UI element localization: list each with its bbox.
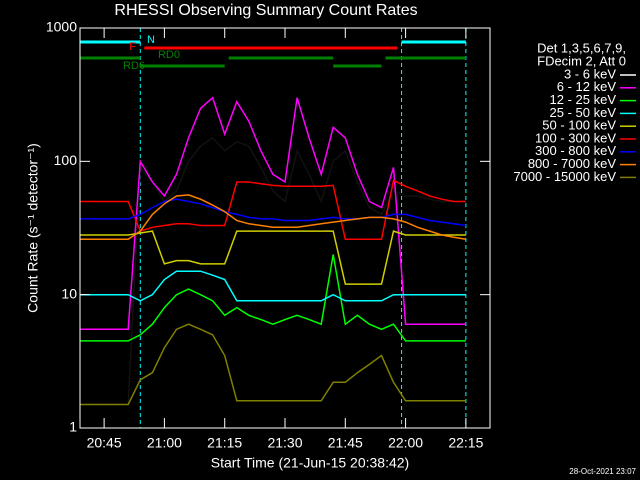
x-tick-label: 21:15 [207,435,242,451]
y-tick-label: 100 [54,152,78,168]
legend-label: 100 - 300 keV [535,130,616,145]
series-line [80,254,466,342]
legend-label: 25 - 50 keV [550,105,617,120]
series-line [80,323,466,406]
series-line [80,230,466,285]
series-line [80,96,466,331]
y-tick-label: 10 [61,285,77,301]
flag-label: RD6 [123,60,145,72]
legend-title: FDecim 2, Att 0 [537,53,626,68]
legend-label: 7000 - 15000 keV [513,169,616,184]
x-tick-label: 22:15 [448,435,483,451]
timestamp: 28-Oct-2021 23:07 [569,467,636,476]
y-tick-label: 1000 [46,19,77,35]
series-line [80,270,466,302]
flag-label: RD0 [158,49,180,61]
y-tick-label: 1 [69,419,77,435]
series-line [80,179,466,241]
legend-label: 3 - 6 keV [564,66,616,81]
x-tick-label: 21:00 [147,435,182,451]
x-tick-label: 21:45 [328,435,363,451]
flag-label: F [129,41,136,53]
x-axis-label: Start Time (21-Jun-15 20:38:42) [211,455,409,471]
chart-title: RHESSI Observing Summary Count Rates [114,2,417,19]
legend-label: 12 - 25 keV [550,92,617,107]
x-tick-label: 21:30 [267,435,302,451]
legend-label: 300 - 800 keV [535,143,616,158]
series-line [80,136,466,406]
flag-label: N [147,34,155,46]
y-axis-label: Count Rate (s⁻¹ detector⁻¹) [25,143,41,313]
legend-label: 50 - 100 keV [542,118,616,133]
legend-label: 6 - 12 keV [557,79,617,94]
x-tick-label: 22:00 [388,435,423,451]
x-tick-label: 20:45 [87,435,122,451]
series-line [80,198,467,227]
legend-label: 800 - 7000 keV [528,156,617,171]
series-line [80,194,467,241]
legend-title: Det 1,3,5,6,7,9, [537,40,626,55]
